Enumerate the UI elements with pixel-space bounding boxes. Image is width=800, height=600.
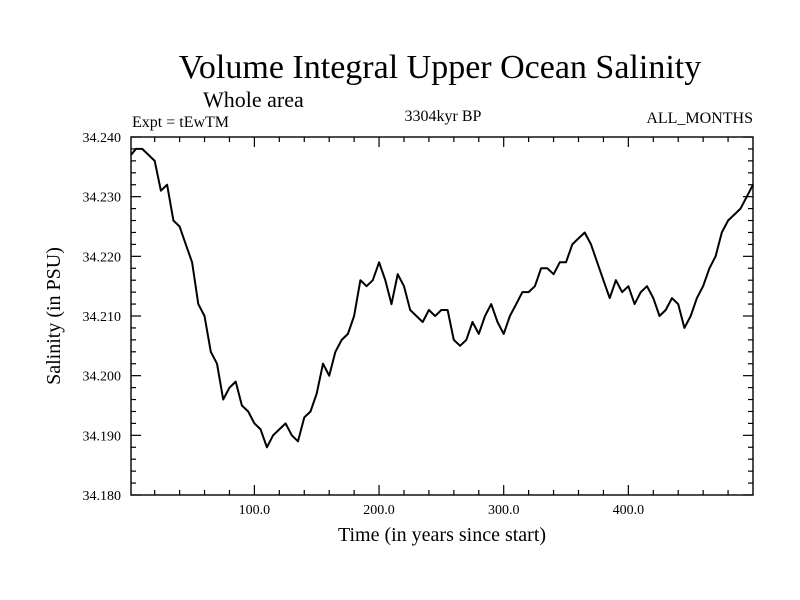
y-tick-label: 34.220 [83, 250, 122, 265]
series-line-salinity [130, 147, 754, 449]
axis-tick-labels: 100.0 200.0 300.0 400.0 34.180 34.190 34.200 34… [83, 131, 645, 518]
y-tick-label: 34.190 [83, 429, 122, 444]
axis-ticks [131, 136, 753, 496]
x-tick-label: 100.0 [239, 503, 271, 518]
chart-subtitle: Whole area [203, 87, 304, 112]
y-axis-label: Salinity (in PSU) [43, 247, 65, 385]
y-tick-label: 34.210 [83, 310, 122, 325]
experiment-label: Expt = tEwTM [132, 114, 229, 131]
months-label: ALL_MONTHS [646, 110, 753, 127]
x-tick-label: 200.0 [363, 503, 395, 518]
x-tick-label: 300.0 [488, 503, 520, 518]
x-axis-label: Time (in years since start) [338, 524, 546, 546]
y-tick-label: 34.230 [83, 191, 122, 206]
y-tick-label: 34.200 [83, 370, 122, 385]
y-tick-label: 34.240 [83, 131, 122, 146]
y-tick-label: 34.180 [83, 489, 122, 504]
chart-title: Volume Integral Upper Ocean Salinity [179, 49, 701, 86]
x-tick-label: 400.0 [613, 503, 645, 518]
period-label: 3304kyr BP [405, 108, 482, 125]
